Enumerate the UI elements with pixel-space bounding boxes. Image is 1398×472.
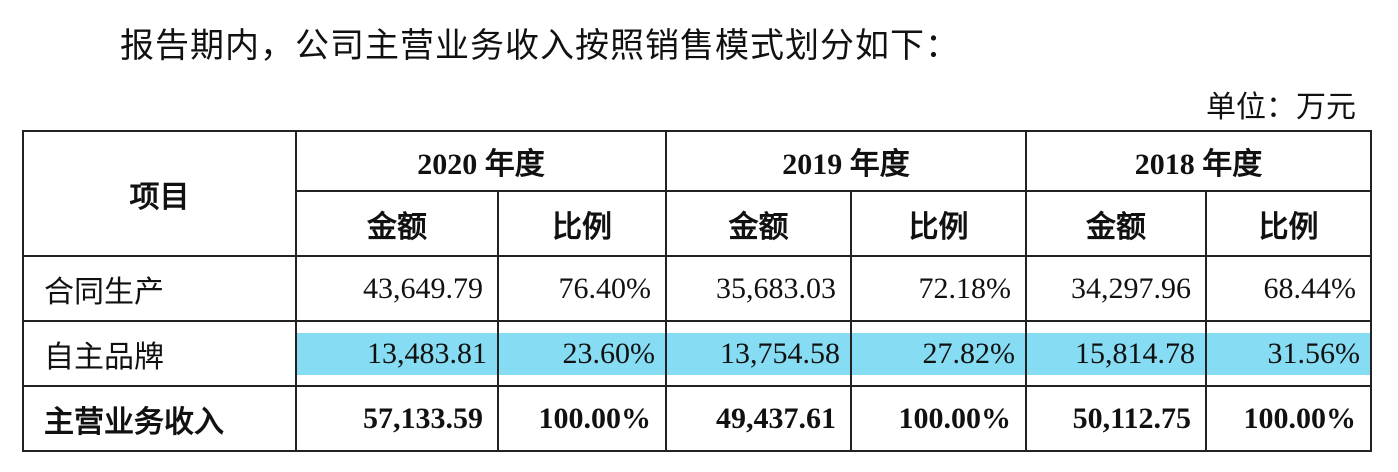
cell: 76.40% (497, 255, 667, 322)
cell: 27.82% (850, 320, 1027, 387)
cell-value: 13,754.58 (667, 332, 850, 375)
intro-text: 报告期内，公司主营业务收入按照销售模式划分如下： (120, 28, 960, 65)
sub-header: 比例 (850, 190, 1027, 257)
cell: 34,297.96 (1025, 255, 1207, 322)
cell: 23.60% (497, 320, 667, 387)
cell: 13,483.81 (295, 320, 499, 387)
year-header: 2020 年度 (295, 130, 667, 192)
year-header: 2018 年度 (1025, 130, 1372, 192)
item-header: 项目 (22, 130, 297, 257)
sub-header: 比例 (497, 190, 667, 257)
cell: 31.56% (1205, 320, 1372, 387)
sub-header: 金额 (1025, 190, 1207, 257)
cell: 100.00% (850, 385, 1027, 452)
cell: 43,649.79 (295, 255, 499, 322)
year-header: 2019 年度 (665, 130, 1027, 192)
cell: 15,814.78 (1025, 320, 1207, 387)
sub-header: 金额 (295, 190, 499, 257)
table-row: 合同生产 43,649.79 76.40% 35,683.03 72.18% 34,297… (22, 255, 1372, 322)
cell-value: 27.82% (852, 332, 1025, 375)
row-label: 主营业务收入 (22, 385, 297, 452)
cell: 100.00% (1205, 385, 1372, 452)
unit-label: 单位：万元 (1206, 91, 1356, 124)
cell-value: 13,483.81 (297, 332, 497, 375)
table-row: 主营业务收入 57,133.59 100.00% 49,437.61 100.00% 50… (22, 385, 1372, 452)
cell: 72.18% (850, 255, 1027, 322)
cell: 100.00% (497, 385, 667, 452)
sub-header: 比例 (1205, 190, 1372, 257)
cell-value: 23.60% (499, 332, 665, 375)
row-label: 自主品牌 (22, 320, 297, 387)
cell: 68.44% (1205, 255, 1372, 322)
sub-header: 金额 (665, 190, 852, 257)
cell: 57,133.59 (295, 385, 499, 452)
cell: 35,683.03 (665, 255, 852, 322)
table-row: 自主品牌 13,483.81 23.60% 13,754.58 27.82% 15,814… (22, 320, 1372, 387)
cell: 13,754.58 (665, 320, 852, 387)
cell: 50,112.75 (1025, 385, 1207, 452)
revenue-table: 项目 2020 年度 2019 年度 2018 年度 金额 比例 金额 比例 金额 比例 … (22, 130, 1372, 452)
row-label: 合同生产 (22, 255, 297, 322)
cell-value: 31.56% (1207, 332, 1370, 375)
cell-value: 15,814.78 (1027, 332, 1205, 375)
cell: 49,437.61 (665, 385, 852, 452)
